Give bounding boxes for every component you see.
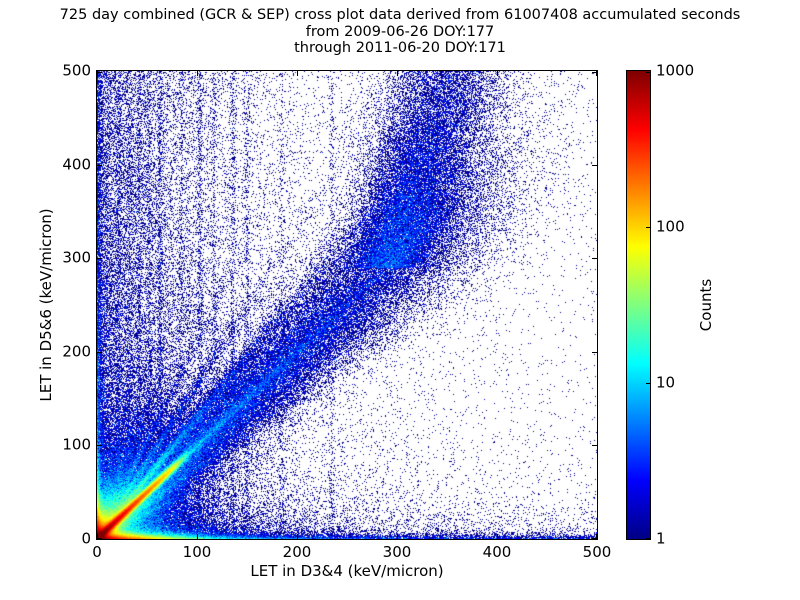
x-tickmark-top bbox=[297, 71, 298, 76]
x-tickmark-top bbox=[596, 71, 597, 76]
y-tick-label: 200 bbox=[62, 342, 91, 361]
y-tick-label: 500 bbox=[62, 61, 91, 80]
x-tickmark-top bbox=[397, 71, 398, 76]
colorbar-tick-label: 100 bbox=[656, 217, 685, 236]
x-tick-label: 400 bbox=[482, 543, 512, 561]
colorbar-tick-label: 1000 bbox=[656, 61, 695, 80]
y-tickmark bbox=[97, 164, 102, 166]
colorbar-border bbox=[626, 70, 651, 540]
y-tick-label: 400 bbox=[62, 155, 91, 174]
y-tickmark bbox=[97, 351, 102, 353]
y-tickmark bbox=[97, 72, 102, 73]
colorbar-title: Counts bbox=[697, 278, 715, 332]
x-tickmark bbox=[197, 534, 198, 539]
colorbar-tickmark bbox=[646, 383, 650, 384]
plot-title-line3: through 2011-06-20 DOY:171 bbox=[294, 40, 506, 56]
colorbar-tickmark bbox=[646, 538, 650, 539]
y-tickmark-right bbox=[592, 164, 597, 166]
x-tick-label: 100 bbox=[182, 543, 212, 561]
x-tickmark bbox=[397, 534, 398, 539]
colorbar-tick-label: 10 bbox=[656, 373, 676, 392]
x-tickmark-top bbox=[497, 71, 498, 76]
heatmap-canvas bbox=[97, 71, 597, 539]
colorbar-tickmark bbox=[646, 72, 650, 73]
y-tickmark-right bbox=[592, 351, 597, 353]
y-tick-label: 0 bbox=[81, 529, 91, 548]
y-tick-label: 300 bbox=[62, 248, 91, 267]
y-axis-label: LET in D5&6 (keV/micron) bbox=[37, 208, 55, 402]
x-axis-label: LET in D3&4 (keV/micron) bbox=[250, 562, 444, 580]
y-tickmark bbox=[97, 445, 102, 447]
x-tickmark-top bbox=[97, 71, 98, 76]
x-tick-label: 300 bbox=[382, 543, 412, 561]
y-tickmark-right bbox=[592, 538, 597, 539]
plot-border bbox=[96, 70, 598, 540]
y-tick-label: 100 bbox=[62, 435, 91, 454]
plot-title-line1: 725 day combined (GCR & SEP) cross plot … bbox=[59, 7, 741, 23]
plot-title-line2: from 2009-06-26 DOY:177 bbox=[305, 24, 495, 40]
colorbar-gradient bbox=[627, 71, 650, 539]
x-tickmark bbox=[297, 534, 298, 539]
x-tickmark bbox=[97, 534, 98, 539]
y-tickmark bbox=[97, 258, 102, 260]
x-tick-label: 200 bbox=[282, 543, 312, 561]
x-tickmark bbox=[497, 534, 498, 539]
x-tickmark bbox=[596, 534, 597, 539]
x-tick-label: 500 bbox=[582, 543, 612, 561]
x-tickmark-top bbox=[197, 71, 198, 76]
colorbar-tick-label: 1 bbox=[656, 529, 666, 548]
y-tickmark bbox=[97, 538, 102, 539]
x-tick-label: 0 bbox=[92, 543, 102, 561]
y-tickmark-right bbox=[592, 72, 597, 73]
y-tickmark-right bbox=[592, 258, 597, 260]
colorbar-tickmark bbox=[646, 227, 650, 228]
y-tickmark-right bbox=[592, 445, 597, 447]
